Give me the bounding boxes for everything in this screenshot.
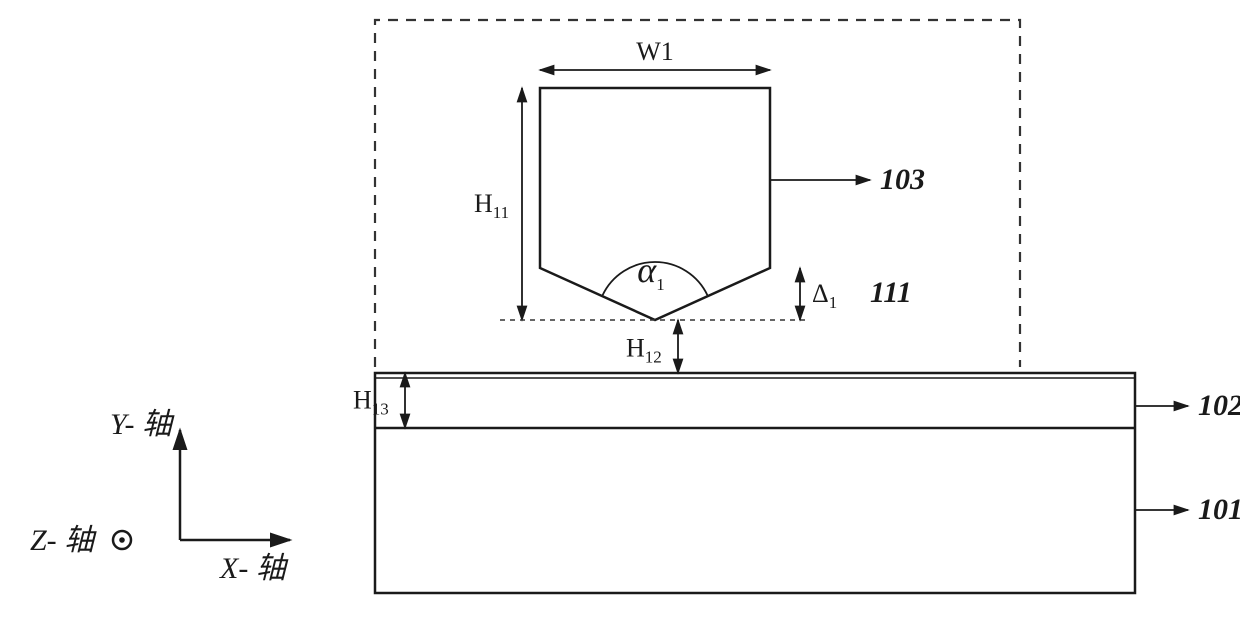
ref-103-label: 103: [880, 163, 925, 196]
label-h12: H12: [626, 334, 662, 367]
label-h13: H13: [353, 386, 389, 419]
ref-111-label: 111: [870, 276, 912, 309]
label-delta1: Δ1: [812, 279, 837, 312]
substrate-box: [375, 373, 1135, 593]
label-axis-y: Y- 轴: [110, 408, 175, 441]
label-w1: W1: [636, 37, 674, 66]
label-axis-x: X- 轴: [219, 552, 289, 585]
label-alpha1: α1: [637, 250, 664, 294]
axis-z-dot: [119, 537, 125, 543]
label-h11: H11: [474, 189, 509, 222]
label-axis-z: Z- 轴: [30, 524, 97, 557]
ref-102-label: 102: [1198, 389, 1240, 422]
ref-101-label: 101: [1198, 493, 1240, 526]
